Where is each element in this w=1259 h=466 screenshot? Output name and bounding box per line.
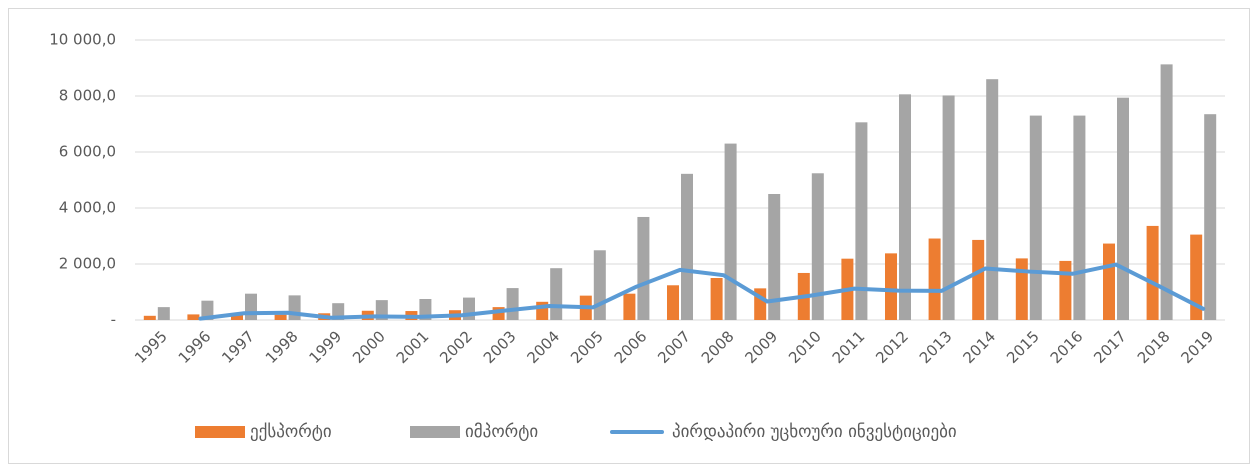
bar — [928, 238, 941, 320]
bar — [972, 239, 985, 320]
legend-swatch — [195, 426, 245, 438]
bar — [768, 194, 781, 320]
y-tick-label: 2 000,0 — [59, 255, 116, 273]
bar — [637, 216, 650, 320]
legend-label: იმპორტი — [465, 422, 538, 442]
y-tick-label: 4 000,0 — [59, 199, 116, 217]
bar — [288, 295, 301, 320]
bar — [157, 307, 170, 320]
legend-label: პირდაპირი უცხოური ინვესტიციები — [672, 422, 957, 442]
legend-label: ექსპორტი — [250, 422, 332, 442]
bar — [855, 122, 868, 320]
bar — [1029, 115, 1042, 320]
bar — [274, 314, 287, 320]
y-tick-label: - — [111, 311, 116, 329]
bar — [885, 253, 897, 320]
bar — [899, 94, 911, 320]
bar — [245, 293, 257, 320]
y-tick-label: 8 000,0 — [59, 87, 116, 105]
bar — [506, 288, 519, 320]
y-tick-label: 10 000,0 — [49, 31, 116, 49]
bar — [724, 143, 737, 320]
bar — [593, 250, 606, 320]
bar — [1160, 64, 1173, 320]
legend-swatch — [410, 426, 460, 438]
bar — [201, 300, 214, 320]
bar — [811, 173, 824, 320]
bar — [1103, 243, 1115, 320]
bar — [1059, 260, 1072, 320]
bar — [1190, 234, 1203, 320]
bar — [231, 313, 243, 320]
bar — [143, 315, 156, 320]
y-tick-label: 6 000,0 — [59, 143, 116, 161]
bar — [710, 278, 723, 320]
line — [198, 262, 1206, 321]
bar — [1204, 114, 1217, 320]
bar — [1073, 115, 1086, 320]
chart-frame — [8, 8, 1250, 464]
bar — [681, 173, 693, 320]
bar — [1146, 225, 1159, 320]
bar — [986, 79, 999, 320]
bar — [623, 293, 636, 320]
bar — [667, 285, 679, 320]
bar — [1015, 258, 1028, 320]
bar — [187, 314, 200, 320]
bar — [550, 268, 563, 320]
bar — [942, 95, 955, 320]
bar — [1117, 97, 1129, 321]
